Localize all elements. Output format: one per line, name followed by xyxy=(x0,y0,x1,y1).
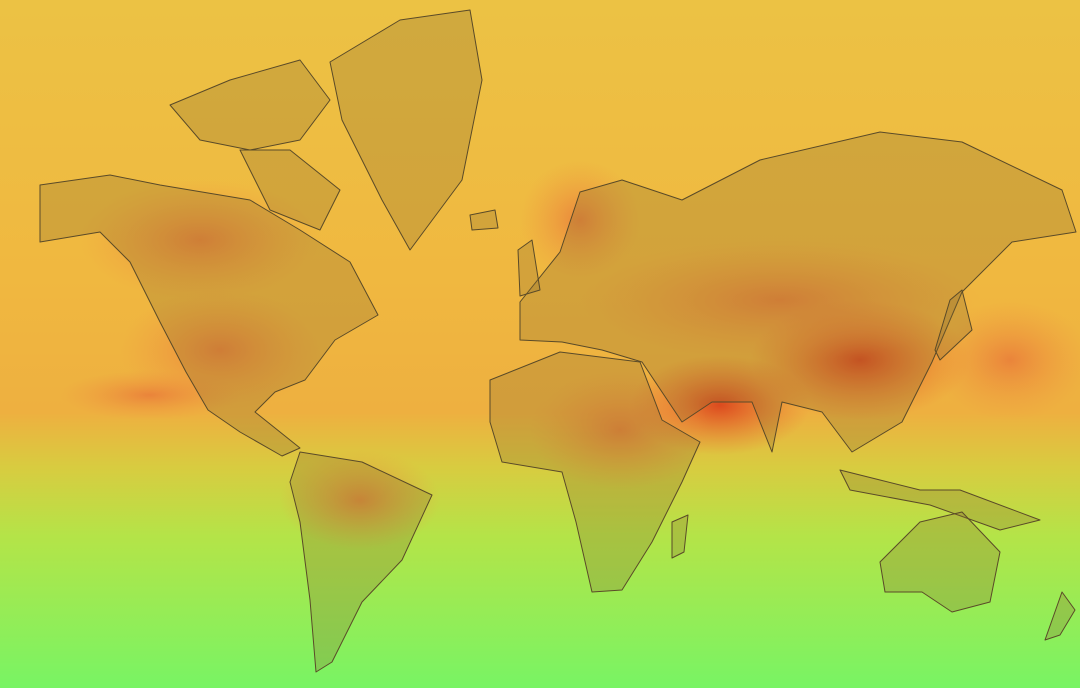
madagascar xyxy=(671,514,689,559)
uk xyxy=(517,239,541,297)
land-layer xyxy=(39,9,1077,673)
north-america xyxy=(39,174,379,457)
arctic-islands xyxy=(169,59,341,231)
australia xyxy=(879,511,1001,613)
indonesia xyxy=(839,469,1041,531)
iceland xyxy=(469,209,499,231)
new-zealand xyxy=(1044,591,1076,641)
south-america xyxy=(289,451,433,673)
eurasia xyxy=(519,131,1077,453)
heat-layer xyxy=(60,160,1080,550)
japan xyxy=(934,289,973,361)
greenland xyxy=(329,9,483,251)
africa xyxy=(489,351,701,593)
